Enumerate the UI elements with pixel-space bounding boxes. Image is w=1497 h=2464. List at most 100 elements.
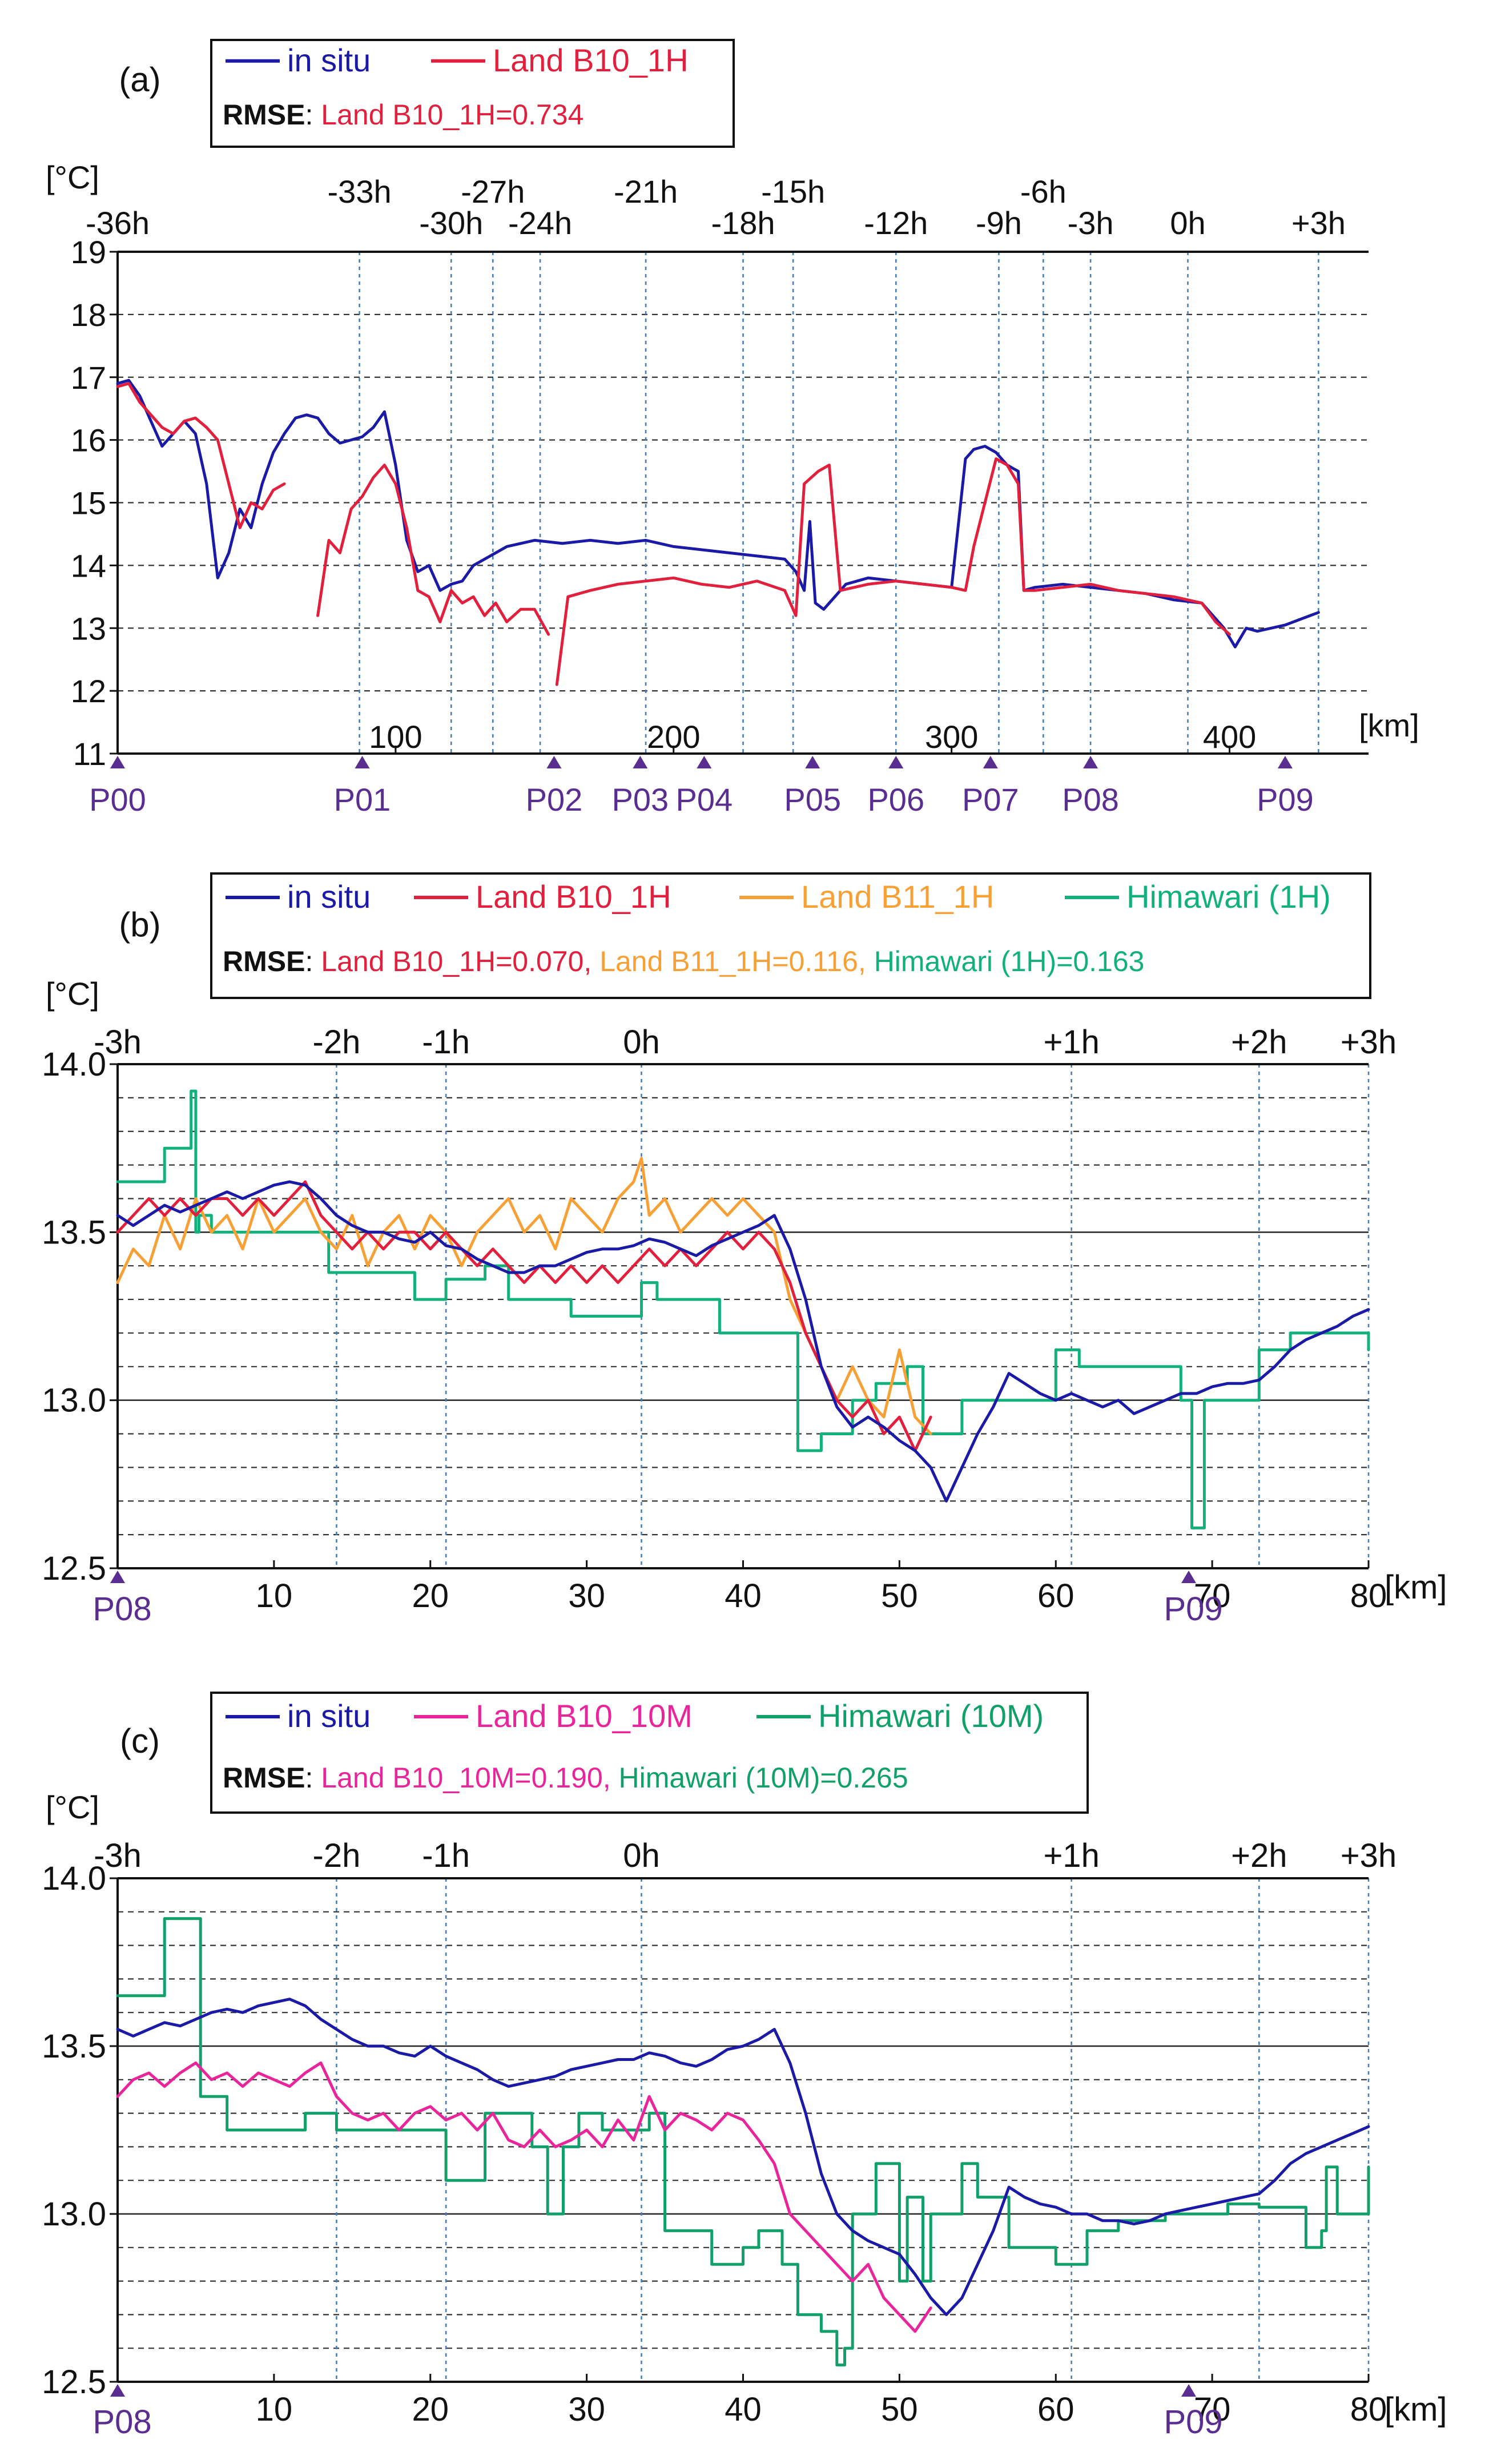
hour-label: +2h	[1231, 1837, 1287, 1874]
legend-label: Himawari (1H)	[1126, 879, 1331, 915]
panel-label: (a)	[119, 61, 160, 99]
y-tick-label: 13.5	[42, 2028, 106, 2065]
y-tick-label: 14.0	[42, 1860, 106, 1897]
x-tick-label: 70	[1194, 2391, 1231, 2428]
station-marker	[110, 2384, 125, 2397]
x-tick-label: 40	[725, 2391, 762, 2428]
rmse-value: Land B11_1H=0.116,	[591, 945, 866, 977]
station-marker	[546, 756, 562, 768]
x-tick-label: 10	[256, 1577, 293, 1615]
station-marker	[983, 756, 998, 768]
x-axis-unit: [km]	[1359, 707, 1419, 743]
legend-label: Land B10_1H	[476, 879, 671, 915]
rmse-value: Himawari (10M)=0.265	[611, 1762, 908, 1794]
station-marker	[110, 756, 125, 768]
y-tick-label: 15	[71, 485, 106, 521]
station-label: P08	[1062, 782, 1119, 818]
y-tick-label: 13.5	[42, 1214, 106, 1251]
y-tick-label: 12.5	[42, 1550, 106, 1587]
hour-label: 0h	[1170, 205, 1205, 241]
rmse-value: Land B10_10M=0.190,	[321, 1762, 610, 1794]
panel-a: (a) in situ Land B10_1H RMSE: Land B10_1H=0…	[46, 39, 1419, 818]
hour-label: -2h	[313, 1837, 361, 1874]
station-label: P09	[1164, 2403, 1222, 2441]
hour-label: -30h	[419, 205, 483, 241]
rmse-line: RMSE: Land B10_1H=0.070, Land B11_1H=0.1…	[223, 945, 1144, 977]
station-label: P02	[526, 782, 583, 818]
hour-label: -24h	[508, 205, 572, 241]
y-tick-label: 17	[71, 360, 106, 396]
panel-label: (c)	[120, 1722, 160, 1760]
rmse-colon: :	[305, 99, 321, 131]
station-label: P03	[612, 782, 669, 818]
rmse-label: RMSE	[223, 99, 305, 131]
series-line-land-b10-1h	[116, 382, 1232, 686]
x-axis-unit: [km]	[1385, 1569, 1447, 1606]
legend-label: Land B10_10M	[476, 1698, 693, 1734]
x-tick-label: 60	[1037, 2391, 1075, 2428]
x-axis-unit: [km]	[1385, 2391, 1447, 2428]
y-axis-unit: [°C]	[46, 159, 99, 195]
rmse-label: RMSE	[223, 1762, 305, 1794]
series-line-land-b10-1h	[116, 1180, 932, 1452]
y-tick-label: 12	[71, 673, 106, 709]
rmse-value: Himawari (1H)=0.163	[866, 945, 1145, 977]
hour-label: -18h	[711, 205, 775, 241]
legend-label: in situ	[287, 879, 371, 915]
rmse-colon: :	[305, 945, 321, 977]
y-tick-label: 13	[71, 610, 106, 646]
station-marker	[110, 1571, 125, 1583]
legend-label: Land B10_1H	[493, 42, 689, 78]
hour-label: -21h	[614, 174, 678, 210]
rmse-label: RMSE	[223, 945, 305, 977]
panel-label: (b)	[119, 905, 160, 944]
y-tick-label: 11	[73, 736, 106, 772]
rmse-value: Land B10_1H=0.070,	[321, 945, 591, 977]
hour-label: +1h	[1043, 1024, 1099, 1061]
series-line-in-situ	[116, 1998, 1370, 2316]
station-marker	[1181, 2384, 1197, 2397]
hour-label: +3h	[1341, 1837, 1397, 1874]
station-marker	[633, 756, 648, 768]
series-line-himawari-1h	[116, 1089, 1370, 1529]
rmse-value: Land B10_1H=0.734	[321, 99, 583, 131]
rmse-line: RMSE: Land B10_1H=0.734	[223, 99, 583, 131]
station-label: P08	[92, 2403, 151, 2441]
hour-label: +1h	[1043, 1837, 1099, 1874]
series-line-land-b11-1h	[116, 1157, 932, 1435]
y-axis-unit: [°C]	[46, 976, 99, 1012]
x-tick-label: 30	[568, 1577, 605, 1615]
x-tick-label: 20	[412, 1577, 449, 1615]
station-marker	[1277, 756, 1293, 768]
y-tick-label: 14	[71, 547, 106, 583]
y-tick-label: 16	[71, 422, 106, 458]
station-marker	[805, 756, 820, 768]
hour-label: -33h	[328, 174, 392, 210]
legend-box	[210, 1692, 1089, 1814]
x-tick-label: 80	[1350, 1577, 1387, 1615]
panel-b: (b) in situ Land B10_1H Land B11_1H Himawari…	[42, 872, 1447, 1628]
hour-label: -1h	[422, 1024, 470, 1061]
legend-box	[210, 39, 735, 148]
x-tick-label: 300	[925, 719, 978, 755]
x-tick-label: 10	[256, 2391, 293, 2428]
y-tick-label: 13.0	[42, 2196, 106, 2233]
station-label: P09	[1164, 1591, 1222, 1628]
hour-label: -3h	[1068, 205, 1114, 241]
station-label: P00	[89, 782, 146, 818]
y-tick-label: 14.0	[42, 1046, 106, 1083]
x-tick-label: 30	[568, 2391, 605, 2428]
hour-label: -27h	[461, 174, 525, 210]
hour-label: +3h	[1341, 1024, 1397, 1061]
station-label: P08	[92, 1591, 151, 1628]
station-label: P04	[676, 782, 733, 818]
x-tick-label: 50	[881, 2391, 918, 2428]
hour-label: +2h	[1231, 1024, 1287, 1061]
hour-label: -12h	[864, 205, 928, 241]
y-tick-label: 18	[71, 297, 106, 333]
legend-label: in situ	[287, 42, 371, 78]
rmse-line: RMSE: Land B10_10M=0.190, Himawari (10M)…	[223, 1762, 908, 1794]
y-tick-label: 12.5	[42, 2364, 106, 2401]
hour-label: -2h	[313, 1024, 361, 1061]
